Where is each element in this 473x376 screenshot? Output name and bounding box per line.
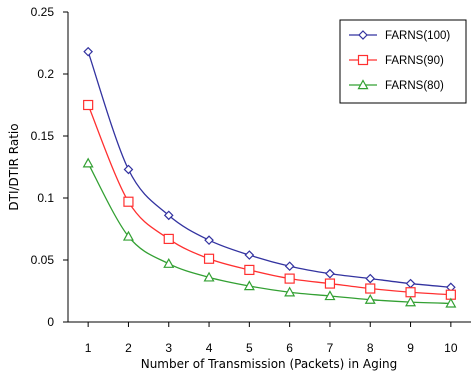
y-tick-label: 0.15 (31, 129, 55, 143)
legend-entry: FARNS(90) (385, 55, 444, 67)
legend: FARNS(100) FARNS(90) FARNS(80) (339, 19, 467, 104)
x-tick-label: 6 (286, 341, 293, 355)
x-axis-label: Number of Transmission (Packets) in Agin… (141, 357, 398, 371)
legend-entry: FARNS(100) (385, 30, 450, 42)
x-tick-label: 4 (206, 341, 213, 355)
square-marker (284, 273, 295, 284)
square-marker (324, 278, 336, 289)
y-tick-label: 0.1 (37, 191, 54, 205)
y-tick-label: 0 (47, 315, 54, 329)
x-tick-label: 1 (85, 341, 92, 355)
series-line (87, 162, 451, 305)
axis-ticks: 0 0.05 0.1 0.15 0.2 0.25 1 2 3 4 5 6 7 8 9 10 (31, 5, 458, 355)
square-marker (163, 233, 174, 245)
x-tick-label: 8 (367, 341, 374, 355)
square-marker (203, 253, 215, 264)
triangle-marker (82, 157, 94, 168)
y-tick-label: 0.2 (37, 67, 54, 81)
series-line (87, 51, 451, 288)
y-tick-label: 0.05 (31, 253, 55, 267)
square-marker (83, 99, 94, 111)
square-marker (244, 264, 255, 276)
triangle-marker (445, 297, 457, 308)
triangle-marker (203, 271, 215, 282)
square-marker (405, 287, 416, 298)
series-2 (82, 157, 457, 308)
diamond-marker (365, 273, 376, 284)
diamond-marker (284, 261, 295, 272)
x-tick-label: 5 (246, 341, 253, 355)
diamond-marker (163, 210, 174, 221)
x-tick-label: 3 (165, 341, 172, 355)
triangle-marker (364, 293, 376, 304)
triangle-marker (405, 296, 417, 307)
x-tick-label: 10 (444, 341, 458, 355)
diamond-marker (123, 164, 134, 175)
diamond-marker (204, 235, 214, 246)
triangle-marker (324, 290, 336, 301)
diamond-marker (325, 268, 335, 279)
triangle-marker (357, 79, 369, 90)
triangle-marker (284, 286, 296, 297)
triangle-marker (243, 280, 255, 291)
series-0 (83, 46, 456, 293)
diamond-marker (244, 250, 255, 260)
series-line (87, 104, 451, 296)
diamond-marker (83, 46, 93, 57)
square-marker (357, 54, 369, 66)
series-group (82, 46, 457, 308)
y-axis-label: DTI/DTIR Ratio (7, 123, 21, 210)
legend-entry: FARNS(80) (385, 80, 444, 92)
x-tick-label: 7 (327, 341, 334, 355)
square-marker (123, 196, 134, 207)
diamond-marker (358, 30, 368, 40)
y-tick-label: 0.25 (31, 5, 55, 19)
square-marker (365, 283, 376, 294)
triangle-marker (163, 257, 175, 268)
x-tick-label: 2 (125, 341, 132, 355)
triangle-marker (122, 230, 134, 241)
series-1 (83, 99, 456, 300)
x-tick-label: 9 (407, 341, 414, 355)
